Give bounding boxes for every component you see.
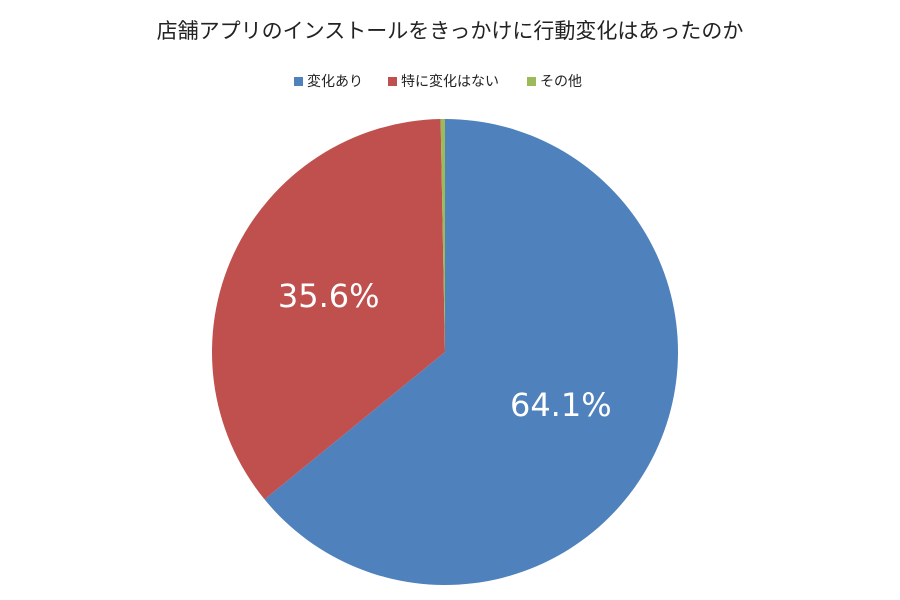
legend-swatch (388, 77, 397, 86)
pie-slice (212, 119, 445, 500)
pie-slice (440, 119, 445, 352)
pie: 64.1% 35.6% (212, 119, 678, 585)
legend-label: 特に変化はない (401, 73, 499, 90)
data-label: 64.1% (510, 386, 612, 424)
pie-slice (264, 119, 678, 585)
legend-label: 変化あり (307, 73, 363, 90)
legend-swatch (527, 77, 536, 86)
chart-title: 店舗アプリのインストールをきっかけに行動変化はあったのか (157, 19, 744, 43)
legend: 変化あり 特に変化はない その他 (294, 73, 582, 90)
legend-swatch (294, 77, 303, 86)
legend-label: その他 (540, 74, 582, 90)
data-label: 35.6% (278, 277, 380, 315)
